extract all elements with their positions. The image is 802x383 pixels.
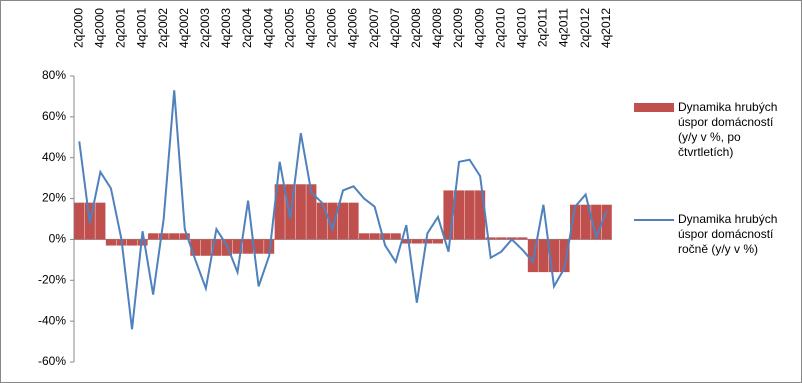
bar: [295, 184, 306, 240]
bar: [464, 190, 475, 240]
y-tick-label: 80%: [42, 68, 66, 82]
bar: [359, 233, 370, 240]
bar: [401, 239, 412, 244]
bar: [411, 239, 422, 244]
bar: [105, 239, 116, 246]
y-tick-label: -60%: [38, 354, 66, 368]
bar: [200, 239, 211, 256]
x-tick-label: 2q2001: [114, 8, 128, 48]
bar: [253, 239, 264, 254]
bar: [517, 237, 528, 240]
bar: [443, 190, 454, 240]
bar: [126, 239, 138, 246]
x-tick-label: 4q2004: [261, 8, 275, 48]
x-tick-label: 4q2010: [515, 8, 529, 48]
x-tick-label: 2q2008: [409, 8, 423, 48]
y-tick-label: -40%: [38, 313, 66, 327]
bar: [211, 239, 222, 256]
x-tick-label: 2q2006: [325, 8, 339, 48]
x-tick-label: 2q2002: [156, 8, 170, 48]
bar: [337, 202, 349, 240]
y-tick-label: 60%: [42, 109, 66, 123]
bar: [422, 239, 433, 244]
bar: [601, 204, 612, 240]
bar: [169, 233, 180, 240]
bar: [327, 202, 338, 240]
x-tick-label: 2q2003: [198, 8, 212, 48]
bar: [137, 239, 148, 246]
bar: [264, 239, 275, 254]
x-tick-label: 4q2011: [557, 8, 571, 47]
bar: [369, 233, 380, 240]
legend-label: Dynamika hrubých úspor domácností (y/y v…: [678, 100, 778, 159]
bar: [475, 190, 486, 240]
x-tick-label: 4q2008: [430, 8, 444, 48]
legend-swatch: [634, 103, 674, 112]
bar: [527, 239, 538, 273]
bar: [432, 239, 444, 244]
bar: [453, 190, 465, 240]
x-tick-label: 4q2009: [472, 8, 486, 48]
x-tick-label: 4q2000: [93, 8, 107, 48]
y-tick-label: 20%: [42, 191, 66, 205]
bar: [570, 204, 581, 240]
legend-label: Dynamika hrubých úspor domácností ročně …: [678, 212, 778, 256]
bar: [548, 239, 560, 273]
x-tick-label: 4q2007: [388, 8, 402, 48]
bar: [390, 233, 401, 240]
bar: [74, 202, 85, 240]
bar: [232, 239, 243, 254]
bar: [496, 237, 507, 240]
bar: [95, 202, 106, 240]
y-tick-label: -20%: [38, 272, 66, 286]
x-tick-label: 2q2009: [451, 8, 465, 48]
y-tick-label: 40%: [42, 150, 66, 164]
x-tick-label: 2q2011: [536, 8, 550, 47]
bar: [485, 237, 496, 240]
bar: [306, 184, 317, 240]
bar: [316, 202, 327, 240]
x-tick-label: 2q2000: [71, 8, 85, 48]
bar: [190, 239, 201, 256]
bar: [591, 204, 602, 240]
x-tick-label: 4q2001: [135, 8, 149, 48]
bar: [158, 233, 169, 240]
x-tick-label: 4q2006: [346, 8, 360, 48]
x-tick-label: 2q2007: [367, 8, 381, 48]
x-tick-label: 2q2005: [282, 8, 296, 48]
x-tick-label: 4q2012: [599, 8, 613, 48]
bar: [380, 233, 391, 240]
bar: [538, 239, 549, 273]
x-tick-label: 4q2003: [219, 8, 233, 48]
x-tick-label: 4q2002: [177, 8, 191, 48]
bar: [559, 239, 570, 273]
y-tick-label: 0%: [49, 232, 67, 246]
x-tick-label: 2q2010: [493, 8, 507, 48]
line: [78, 90, 608, 330]
bar: [274, 184, 285, 240]
bar: [242, 239, 254, 254]
x-tick-label: 4q2005: [304, 8, 318, 48]
bar: [179, 233, 190, 240]
x-tick-label: 2q2004: [240, 8, 254, 48]
bar: [148, 233, 159, 240]
x-tick-label: 2q2012: [578, 8, 592, 48]
bar: [580, 204, 591, 240]
bar: [348, 202, 359, 240]
